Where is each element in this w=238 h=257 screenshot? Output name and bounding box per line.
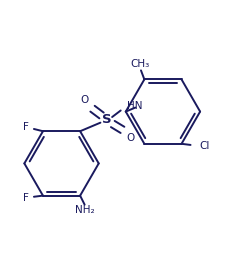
Text: Cl: Cl (199, 141, 210, 151)
Text: F: F (23, 122, 29, 132)
Text: S: S (102, 113, 112, 126)
Text: HN: HN (128, 102, 143, 112)
Text: CH₃: CH₃ (130, 59, 149, 69)
Text: O: O (80, 95, 88, 105)
Text: NH₂: NH₂ (75, 205, 94, 215)
Text: O: O (126, 133, 134, 143)
Text: F: F (23, 193, 29, 203)
